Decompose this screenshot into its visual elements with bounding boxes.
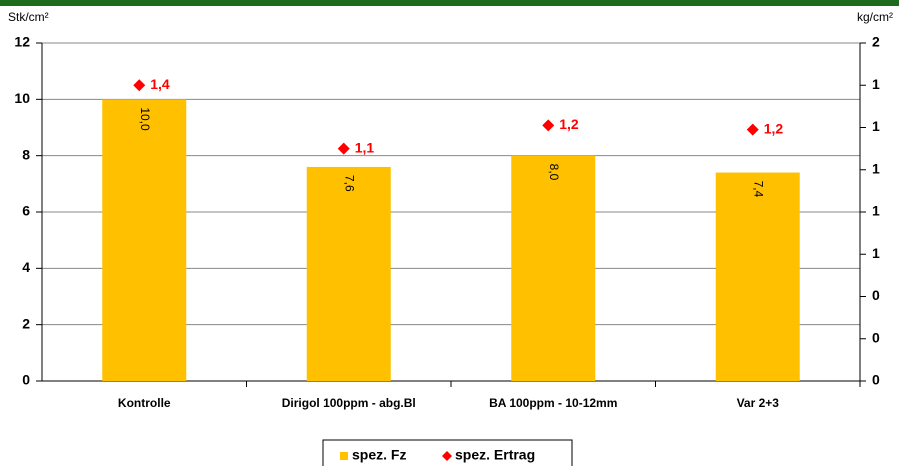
bar-value-label: 7,4 <box>752 181 766 198</box>
legend-swatch <box>442 451 452 461</box>
y-tick-label: 2 <box>22 315 30 331</box>
y2-axis-label: kg/cm² <box>857 10 893 24</box>
legend-label: spez. Fz <box>352 447 406 463</box>
y2-tick-label: 2 <box>872 34 880 50</box>
marker-value-label: 1,2 <box>559 116 579 132</box>
bar <box>511 155 596 381</box>
legend-label: spez. Ertrag <box>455 447 535 463</box>
bar <box>306 166 391 381</box>
y2-tick-label: 0 <box>872 372 880 388</box>
y2-tick-label: 1 <box>872 245 880 261</box>
marker-value-label: 1,1 <box>355 139 375 155</box>
y-tick-label: 0 <box>22 372 30 388</box>
legend-swatch <box>340 452 348 460</box>
x-tick-label: BA 100ppm - 10-12mm <box>489 396 617 410</box>
marker <box>542 119 555 132</box>
y2-tick-label: 1 <box>872 160 880 176</box>
bar-value-label: 7,6 <box>343 175 357 192</box>
y-tick-label: 10 <box>14 90 30 106</box>
bar <box>102 99 187 381</box>
marker-value-label: 1,4 <box>150 76 170 92</box>
y-tick-label: 6 <box>22 203 30 219</box>
y2-tick-label: 0 <box>872 287 880 303</box>
marker <box>133 79 146 92</box>
bar-value-label: 8,0 <box>547 164 561 181</box>
y-tick-label: 4 <box>22 259 30 275</box>
x-tick-label: Dirigol 100ppm - abg.Bl <box>282 396 416 410</box>
top-band <box>0 0 899 6</box>
marker <box>337 142 350 155</box>
y2-tick-label: 1 <box>872 203 880 219</box>
x-tick-label: Var 2+3 <box>737 396 780 410</box>
y-tick-label: 8 <box>22 146 30 162</box>
y-axis-label: Stk/cm² <box>8 10 49 24</box>
y2-tick-label: 0 <box>872 329 880 345</box>
bar-value-label: 10,0 <box>138 107 152 131</box>
marker-value-label: 1,2 <box>764 120 784 136</box>
marker <box>746 123 759 136</box>
x-tick-label: Kontrolle <box>118 396 171 410</box>
y2-tick-label: 1 <box>872 76 880 92</box>
y-tick-label: 12 <box>14 34 30 50</box>
y2-tick-label: 1 <box>872 118 880 134</box>
bar <box>715 172 800 381</box>
